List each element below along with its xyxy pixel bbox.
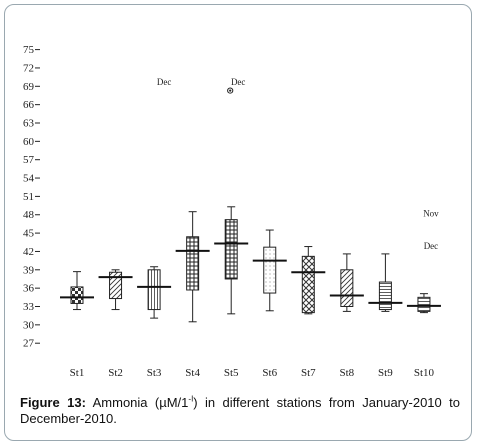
box-body-St7 [301,255,315,314]
y-tick-label-33: 33 [23,301,35,313]
box-body-St9 [378,281,392,311]
box-body-St8 [340,269,354,307]
x-tick-label-St2: St2 [108,367,123,379]
box-body-St3 [147,269,161,311]
annotation-St3-0: Dec [157,77,172,87]
x-tick-label-St9: St9 [378,367,393,379]
y-tick-label-69: 69 [23,81,35,93]
y-tick-label-51: 51 [23,191,34,203]
y-tick-label-36: 36 [23,283,35,295]
y-tick-label-72: 72 [23,62,34,74]
figure-frame [4,4,472,441]
box-St8 [329,253,364,312]
x-tick-label-St10: St10 [414,367,435,379]
y-tick-label-54: 54 [23,173,35,185]
x-tick-label-St4: St4 [185,367,200,379]
caption-text-before: Ammonia (µM/1 [92,395,189,410]
x-tick-label-St7: St7 [301,367,316,379]
box-body-St6 [263,246,277,294]
box-St7 [291,246,326,315]
y-tick-label-57: 57 [23,154,35,166]
box-body-St5 [224,219,238,280]
y-tick-label-27: 27 [23,338,35,350]
annotation-St10-2: Nov [423,209,439,219]
x-axis-labels: St1 St2 St3 St4 St5 St6 St7 St8 St9 St10 [70,367,435,379]
box-St10 [406,293,441,314]
box-St2 [98,269,133,311]
annotation-St5-1: Dec [231,77,246,87]
y-axis: 27 30 33 36 39 42 45 48 51 54 57 60 63 66 69 72 75 [23,44,40,350]
x-tick-label-St1: St1 [70,367,85,379]
figure-caption: Figure 13: Ammonia (µM/1-I) in different… [20,395,460,427]
y-tick-label-30: 30 [23,319,35,331]
caption-text-after: ) in different stations from January-201… [20,395,461,426]
annotation-St10-3: Dec [424,241,439,251]
y-tick-label-66: 66 [23,99,35,111]
box-body-St2 [109,271,123,300]
y-tick-label-75: 75 [23,44,35,56]
box-body-St1 [70,286,84,304]
y-tick-label-45: 45 [23,228,35,240]
caption-label: Figure 13: [20,395,86,410]
box-St3 [137,266,172,319]
x-tick-label-St8: St8 [340,367,355,379]
x-tick-label-St6: St6 [262,367,277,379]
box-St9 [368,253,403,312]
box-St4 [175,211,210,323]
box-series [60,206,441,323]
caption-superscript: -I [188,394,194,404]
box-body-St4 [186,236,200,291]
y-tick-label-48: 48 [23,209,35,221]
y-tick-label-63: 63 [23,117,35,129]
x-tick-label-St5: St5 [224,367,239,379]
y-tick-label-39: 39 [23,264,35,276]
y-tick-label-60: 60 [23,136,35,148]
box-St6 [252,229,287,312]
box-St1 [60,271,94,311]
y-tick-label-42: 42 [23,246,34,258]
annotations: Dec Dec Nov Dec [157,77,439,251]
x-tick-label-St3: St3 [147,367,162,379]
box-St5 [214,206,249,315]
outlier-dot-St5 [229,89,232,92]
box-body-St10 [417,296,431,312]
